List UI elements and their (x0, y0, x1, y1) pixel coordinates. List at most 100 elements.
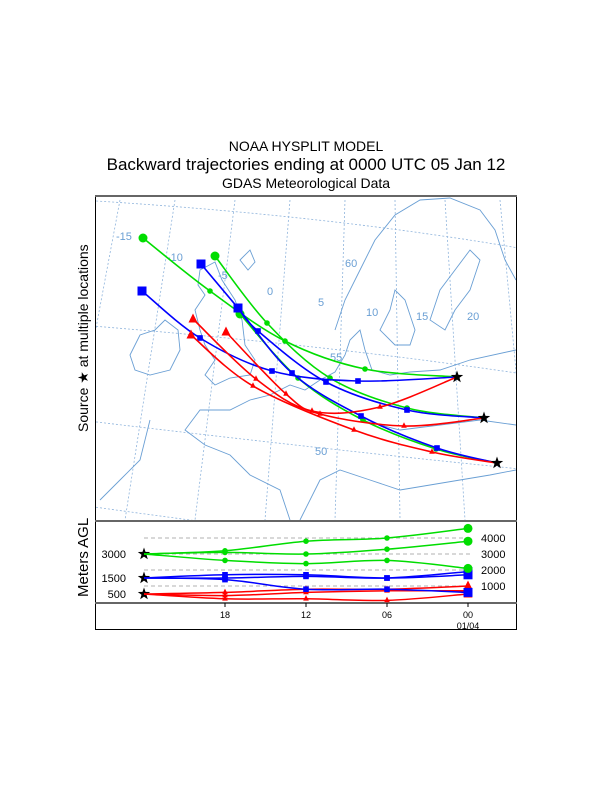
trajectory-marker (207, 288, 213, 294)
trajectory-marker (362, 366, 368, 372)
trajectory-mid-3 (200, 263, 498, 464)
height-tick-label: 1000 (481, 581, 505, 593)
height-tick-label: 4000 (481, 533, 505, 545)
trajectory-high-3 (239, 313, 498, 464)
trajectory-marker (186, 329, 196, 339)
source-star-icon (490, 456, 504, 469)
coastline (299, 469, 516, 520)
longitude-label: 0 (267, 286, 273, 298)
x-tick-label: 12 (301, 610, 311, 620)
start-height-label: 3000 (102, 549, 126, 561)
coastline (129, 319, 181, 376)
trajectory-marker (289, 370, 295, 376)
trajectory-marker (138, 233, 148, 243)
start-height-label: 500 (108, 589, 126, 601)
trajectory-marker (210, 251, 220, 261)
trajectory-marker (317, 410, 323, 416)
x-date-label: 01/04 (457, 621, 480, 631)
source-label: Source ★ at multiple locations (75, 244, 91, 432)
graticule-meridian (499, 199, 516, 375)
graticule-meridian (394, 199, 401, 520)
height-marker (384, 575, 390, 581)
graticule-lat-60 (96, 200, 516, 249)
height-marker (303, 573, 309, 580)
longitude-label: 15 (416, 311, 428, 323)
graticule-meridian (264, 199, 291, 520)
graticule-meridian (334, 199, 346, 520)
height-marker (463, 523, 473, 533)
trajectory-low-1 (192, 318, 458, 415)
trajectory-marker (188, 313, 198, 323)
height-marker (222, 591, 228, 598)
height-marker (222, 549, 228, 556)
trajectory-marker (404, 407, 410, 413)
trajectory-marker (235, 305, 241, 311)
trajectory-marker (429, 448, 435, 454)
longitude-label: -5 (218, 270, 228, 282)
plot-subtitle: GDAS Meteorological Data (221, 175, 391, 191)
trajectory-marker (358, 413, 364, 419)
trajectory-marker (250, 382, 256, 388)
latitude-label: 50 (315, 446, 327, 458)
x-tick-label: 18 (220, 610, 230, 620)
longitude-label: -10 (167, 252, 183, 264)
trajectory-high-2 (214, 255, 485, 419)
trajectory-marker (253, 375, 259, 381)
y-axis-label: Meters AGL (75, 517, 92, 597)
trajectory-marker (351, 426, 357, 432)
height-tick-label: 2000 (481, 565, 505, 577)
height-marker (384, 535, 390, 541)
trajectory-marker (255, 328, 261, 334)
trajectory-marker (137, 286, 147, 296)
height-marker (463, 580, 473, 590)
height-marker (303, 595, 309, 601)
height-marker (384, 546, 390, 552)
height-marker (222, 576, 228, 583)
height-marker (463, 563, 473, 573)
height-marker (303, 560, 309, 567)
height-marker (463, 587, 473, 597)
coastline (429, 249, 481, 331)
coastline (334, 197, 516, 331)
trajectory-low-3 (190, 334, 498, 464)
coastline (99, 419, 151, 501)
height-marker (463, 536, 473, 546)
latitude-label: 60 (345, 258, 357, 270)
trajectory-marker (196, 259, 206, 269)
height-marker (222, 572, 228, 578)
height-marker (384, 586, 390, 592)
height-marker (222, 557, 228, 564)
coastline (239, 249, 256, 271)
trajectory-marker (323, 379, 329, 385)
longitude-label: 5 (318, 297, 324, 309)
height-marker (384, 596, 390, 603)
trajectory-marker (377, 403, 383, 409)
height-tick-label: 3000 (481, 549, 505, 561)
longitude-label: 10 (366, 307, 378, 319)
x-tick-label: 00 (463, 610, 473, 620)
trajectory-marker (401, 422, 407, 428)
coastline (379, 289, 416, 346)
coastline (194, 261, 256, 386)
graticule-lat-50 (96, 421, 516, 469)
longitude-label: 20 (467, 311, 479, 323)
x-tick-label: 06 (382, 610, 392, 620)
height-marker (222, 595, 228, 601)
trajectory-marker (283, 390, 289, 396)
graticule-meridian (124, 199, 176, 520)
longitude-label: -15 (116, 231, 132, 243)
height-marker (222, 588, 228, 595)
trajectory-marker (355, 378, 361, 384)
graticule-lat-55 (96, 325, 516, 374)
model-name: NOAA HYSPLIT MODEL (228, 138, 384, 154)
trajectory-marker (197, 335, 203, 341)
map-layer (96, 197, 516, 520)
graticule-meridian (444, 199, 466, 520)
coastline (359, 419, 516, 431)
coastline (184, 329, 516, 520)
source-star-icon (450, 370, 464, 383)
trajectory-marker (221, 326, 231, 336)
plot-title: Backward trajectories ending at 0000 UTC… (106, 155, 506, 174)
trajectory-marker (434, 445, 440, 451)
